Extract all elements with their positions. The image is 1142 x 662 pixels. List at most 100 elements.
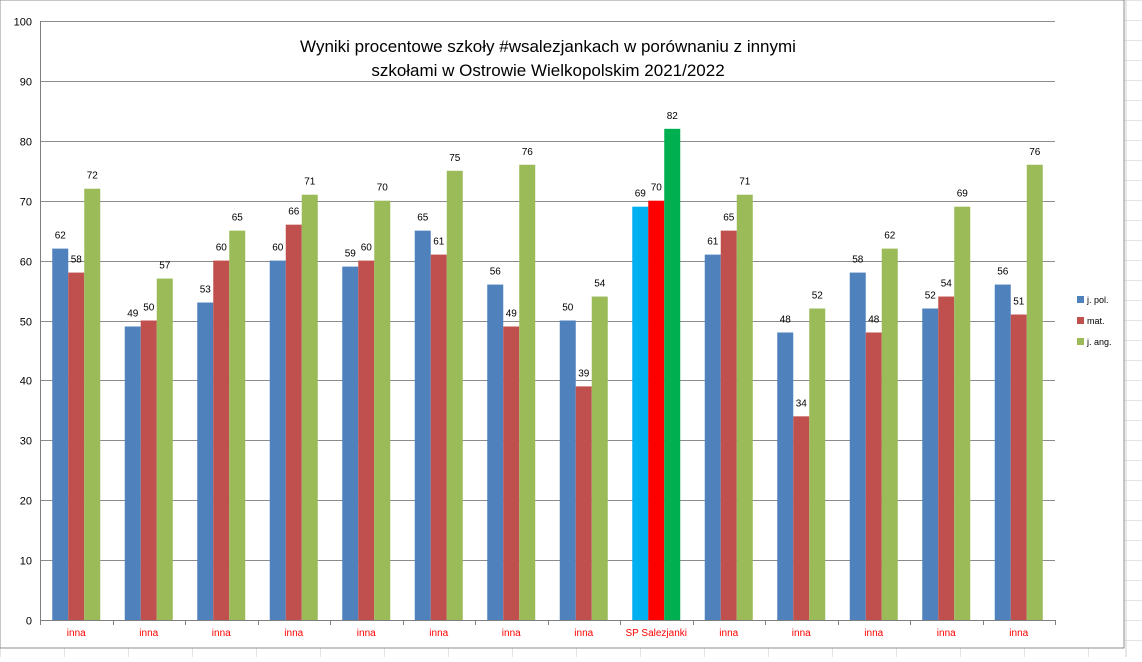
x-tick-label: inna — [502, 628, 521, 639]
data-label: 54 — [941, 279, 953, 290]
bar — [1026, 164, 1043, 620]
bar — [664, 128, 681, 620]
data-label: 39 — [578, 368, 590, 379]
data-label: 82 — [667, 111, 679, 122]
bar — [519, 164, 536, 620]
y-tick-labels: 0 10 20 30 40 50 60 70 80 90 100 — [14, 17, 32, 628]
bar — [197, 302, 214, 620]
bar — [374, 200, 391, 620]
bar — [954, 206, 971, 620]
bars — [52, 128, 1043, 621]
bar — [156, 278, 173, 620]
data-label: 60 — [216, 243, 228, 254]
data-label: 57 — [159, 261, 171, 272]
bar — [503, 326, 520, 620]
bar — [84, 188, 101, 620]
bar — [793, 416, 810, 620]
y-tick-label: 90 — [20, 77, 32, 89]
x-tick-label: inna — [574, 628, 593, 639]
bar — [922, 308, 939, 620]
bar — [124, 326, 141, 620]
legend: j. pol. mat. j. ang. — [1077, 295, 1112, 347]
bar — [881, 248, 898, 620]
x-tick-label: inna — [284, 628, 303, 639]
data-label: 60 — [361, 243, 373, 254]
data-label: 65 — [723, 213, 735, 224]
bar — [648, 200, 665, 620]
y-tick-label: 30 — [20, 436, 32, 448]
data-label: 62 — [884, 231, 896, 242]
data-label: 52 — [925, 291, 937, 302]
bar — [52, 248, 69, 620]
data-label: 59 — [345, 249, 357, 260]
data-label: 52 — [812, 291, 824, 302]
bar — [632, 206, 649, 620]
data-label: 69 — [635, 189, 647, 200]
x-tick-label: inna — [864, 628, 883, 639]
bar — [487, 284, 504, 620]
bar — [809, 308, 826, 620]
bar — [575, 386, 592, 620]
bar — [414, 230, 431, 620]
data-label: 51 — [1013, 297, 1025, 308]
chart-title-line-2: szkołami w Ostrowie Wielkopolskim 2021/2… — [371, 61, 724, 80]
legend-label: j. pol. — [1086, 295, 1109, 305]
data-label: 66 — [288, 207, 300, 218]
bar — [430, 254, 447, 621]
bar — [938, 296, 955, 620]
data-label: 71 — [739, 177, 751, 188]
y-tick-label: 20 — [20, 496, 32, 508]
x-tick-label: SP Salezjanki — [625, 628, 687, 639]
bar — [301, 194, 318, 620]
data-label: 49 — [127, 308, 139, 319]
data-label: 61 — [433, 237, 445, 248]
bar — [777, 332, 794, 620]
data-label: 69 — [957, 189, 969, 200]
bar — [140, 320, 157, 620]
data-label: 58 — [852, 255, 864, 266]
data-label: 61 — [707, 237, 719, 248]
bar — [704, 254, 721, 621]
x-tick-label: inna — [937, 628, 956, 639]
x-tick-label: inna — [792, 628, 811, 639]
bar — [559, 320, 576, 620]
data-label: 34 — [796, 398, 808, 409]
bar — [1010, 314, 1027, 620]
bar — [213, 260, 230, 620]
bar — [994, 284, 1011, 620]
bar — [285, 224, 302, 620]
bar — [446, 170, 463, 620]
bar — [849, 272, 866, 620]
bar — [358, 260, 375, 620]
legend-swatch — [1077, 317, 1084, 324]
data-label: 58 — [71, 255, 83, 266]
bar — [269, 260, 286, 620]
bar — [736, 194, 753, 620]
data-label: 48 — [780, 314, 792, 325]
y-tick-label: 80 — [20, 137, 32, 149]
bar — [342, 266, 359, 620]
bar — [68, 272, 85, 620]
data-label: 53 — [200, 285, 212, 296]
x-tick-label: inna — [67, 628, 86, 639]
x-tick-label: inna — [429, 628, 448, 639]
x-tick-label: inna — [1009, 628, 1028, 639]
data-labels: 62 49 53 60 59 65 56 50 69 61 48 58 52 56 58 50 60 66 60 61… — [55, 111, 1041, 410]
data-label: 50 — [562, 303, 574, 314]
data-label: 49 — [506, 308, 518, 319]
bar — [720, 230, 737, 620]
bar — [865, 332, 882, 620]
y-tick-label: 0 — [26, 616, 32, 628]
legend-label: mat. — [1087, 316, 1105, 326]
bar — [229, 230, 246, 620]
legend-swatch — [1077, 338, 1084, 345]
data-label: 48 — [868, 314, 880, 325]
data-label: 56 — [997, 267, 1009, 278]
legend-label: j. ang. — [1086, 337, 1112, 347]
data-label: 76 — [1029, 147, 1041, 158]
data-label: 71 — [304, 177, 316, 188]
data-label: 65 — [232, 213, 244, 224]
data-label: 50 — [143, 303, 155, 314]
